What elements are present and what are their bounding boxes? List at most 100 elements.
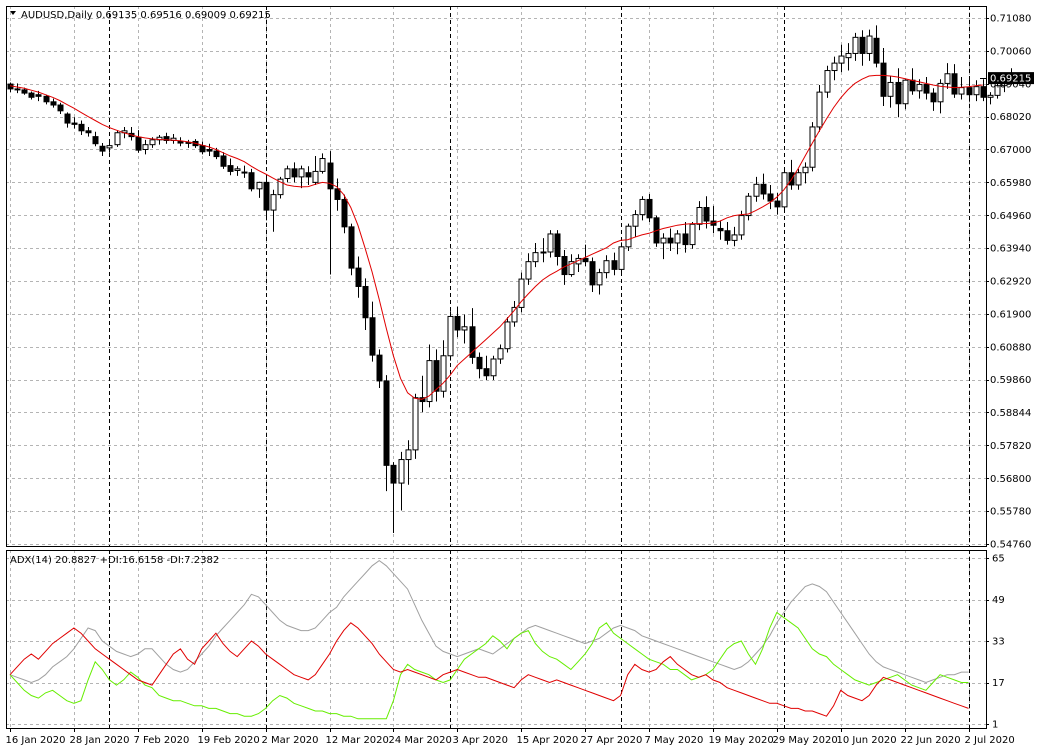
candle: [802, 162, 809, 184]
candle-body-down: [703, 207, 710, 222]
candle-body-up: [795, 172, 802, 186]
adx-tick-label: 17: [992, 678, 1005, 689]
time-tick-label: 19 May 2020: [709, 735, 774, 746]
price-axis: 0.71080 0.70060 0.69040 0.68020 0.67000 0.659…: [986, 14, 1031, 551]
candle: [973, 80, 980, 102]
candle: [227, 158, 234, 176]
candle: [163, 132, 170, 144]
candle: [177, 137, 184, 147]
candle: [738, 210, 745, 240]
price-tick-label: 0.61900: [990, 309, 1031, 320]
candle: [85, 126, 92, 137]
candle-body-up: [802, 166, 809, 174]
adx-lines: [9, 559, 969, 720]
time-tick-label: 2 Mar 2020: [262, 735, 319, 746]
candle-body-down: [390, 464, 397, 484]
candle: [717, 220, 724, 240]
candle: [405, 440, 412, 485]
candle: [745, 193, 752, 221]
candle: [568, 254, 575, 277]
candle: [632, 210, 639, 237]
candle-body-down: [611, 260, 618, 270]
candle: [71, 117, 78, 129]
candle-body-down: [582, 257, 589, 263]
candle-body-down: [206, 149, 213, 152]
candle: [845, 43, 852, 71]
candle: [433, 349, 440, 402]
candle: [483, 355, 490, 380]
candle: [831, 56, 838, 81]
candle: [639, 196, 646, 221]
candle-body-down: [383, 380, 390, 466]
candle: [412, 393, 419, 459]
candle: [596, 268, 603, 295]
candle: [142, 139, 149, 155]
candle: [880, 47, 887, 106]
candle-body-up: [525, 261, 532, 280]
candle-body-down: [419, 397, 426, 403]
candle: [291, 162, 298, 183]
candle-body-down: [682, 233, 689, 246]
candle: [795, 168, 802, 190]
candle-body-down: [227, 165, 234, 172]
candle-body-up: [405, 449, 412, 461]
candle-body-up: [845, 52, 852, 59]
candle-body-down: [57, 104, 64, 112]
candle: [951, 64, 958, 98]
candle: [106, 139, 113, 153]
candle-body-down: [334, 188, 341, 200]
candle-body-down: [966, 87, 973, 96]
candle-body-up: [504, 321, 511, 350]
candle: [767, 184, 774, 210]
candle: [256, 181, 263, 198]
candle-body-down: [717, 227, 724, 232]
candle: [824, 65, 831, 98]
candle-body-down: [78, 123, 85, 132]
candle-body-down: [177, 140, 184, 144]
candle-body-down: [291, 168, 298, 178]
candle-body-up: [831, 62, 838, 72]
time-tick-label: 7 Feb 2020: [134, 735, 190, 746]
candle: [64, 112, 71, 128]
candle-body-down: [767, 193, 774, 202]
candle: [682, 222, 689, 253]
candle-body-down: [362, 285, 369, 319]
candle-body-up: [234, 168, 241, 171]
series--di-line: [9, 622, 969, 717]
candle-body-up: [312, 170, 319, 183]
candle: [618, 242, 625, 274]
candle-body-down: [433, 360, 440, 392]
candle: [376, 349, 383, 389]
candle-body-up: [852, 36, 859, 54]
price-tick-label: 0.54760: [990, 540, 1031, 551]
grid: [6, 6, 986, 728]
candle: [298, 165, 305, 189]
time-tick-label: 16 Jan 2020: [6, 735, 66, 746]
candle-body-down: [646, 198, 653, 219]
candle-body-down: [724, 230, 731, 241]
candle-body-up: [532, 252, 539, 263]
candle-body-up: [994, 85, 1001, 96]
candle: [511, 300, 518, 327]
candle-body-up: [412, 397, 419, 451]
candle-body-up: [511, 306, 518, 323]
candle-body-down: [355, 267, 362, 287]
candle: [611, 252, 618, 276]
candle-body-down: [43, 95, 50, 103]
candle-body-up: [958, 87, 965, 95]
candle-body-down: [895, 81, 902, 105]
price-tick-label: 0.65980: [990, 178, 1031, 189]
candle: [838, 44, 845, 73]
candle: [277, 176, 284, 199]
candle-body-up: [944, 73, 951, 84]
candle-body-down: [454, 315, 461, 331]
candle-body-down: [774, 200, 781, 208]
candle-body-down: [554, 233, 561, 258]
candle-body-up: [568, 261, 575, 276]
candle-body-down: [589, 261, 596, 286]
dropdown-arrow-icon[interactable]: [10, 11, 16, 15]
candle-body-up: [461, 326, 468, 331]
time-tick-label: 10 Jun 2020: [837, 735, 897, 746]
